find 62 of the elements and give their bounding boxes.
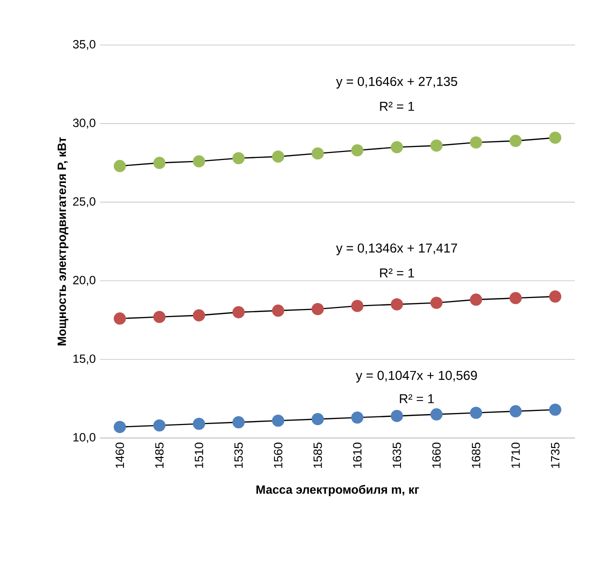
x-tick-label: 1485 <box>155 442 164 468</box>
y-axis-title: Мощность электродвигателя P, кВт <box>58 137 68 346</box>
point <box>470 406 482 419</box>
point <box>549 290 562 303</box>
annotation: y = 0,1646x + 27,135 <box>336 76 458 89</box>
point <box>510 405 522 418</box>
x-tick-label: 1460 <box>116 442 124 468</box>
point <box>114 312 126 325</box>
point <box>351 144 364 156</box>
x-tick-label: 1610 <box>353 442 362 468</box>
point <box>470 294 482 306</box>
point <box>272 150 284 163</box>
point <box>312 147 324 160</box>
point <box>232 416 245 428</box>
point <box>390 298 403 310</box>
point <box>153 156 166 169</box>
point <box>192 155 206 168</box>
y-tick-label: 30,0 <box>73 118 96 129</box>
annotation: R² = 1 <box>380 102 414 111</box>
point <box>153 419 166 432</box>
point <box>430 296 443 309</box>
x-tick-label: 1535 <box>234 442 243 468</box>
y-tick-label: 10,0 <box>73 433 96 443</box>
point <box>153 310 166 324</box>
point <box>114 160 126 172</box>
point <box>430 140 443 152</box>
y-tick-label: 15,0 <box>73 354 96 364</box>
point <box>114 420 126 434</box>
x-tick-label: 1560 <box>274 442 282 468</box>
annotation: y = 0,1047x + 10,569 <box>356 370 477 383</box>
point <box>351 411 364 424</box>
annotation: R² = 1 <box>400 394 434 404</box>
point <box>510 292 522 304</box>
point <box>390 141 403 154</box>
point <box>192 309 206 322</box>
point <box>312 413 324 426</box>
point <box>510 134 522 147</box>
point <box>272 414 284 427</box>
point <box>470 136 482 149</box>
point <box>272 304 284 317</box>
point <box>390 410 403 422</box>
x-tick-label: 1635 <box>392 442 402 468</box>
x-tick-label: 1585 <box>313 442 322 468</box>
x-tick-label: 1660 <box>432 442 441 468</box>
point <box>232 152 245 164</box>
point <box>549 404 562 416</box>
x-tick-label: 1735 <box>550 442 560 468</box>
point <box>549 132 562 144</box>
point <box>351 300 364 312</box>
point <box>232 306 245 318</box>
y-tick-label: 25,0 <box>73 197 96 208</box>
y-tick-label: 20,0 <box>73 276 96 286</box>
y-tick-label: 35,0 <box>73 40 96 50</box>
annotation: y = 0,1346x + 17,417 <box>336 243 458 256</box>
point <box>312 302 324 316</box>
x-tick-label: 1510 <box>194 442 204 468</box>
x-tick-label: 1710 <box>511 442 520 468</box>
point <box>192 418 206 430</box>
x-tick-label: 1685 <box>472 442 480 468</box>
annotation: R² = 1 <box>380 268 414 278</box>
x-axis-title: Масса электромобиля m, кг <box>256 484 420 496</box>
point <box>430 408 443 420</box>
